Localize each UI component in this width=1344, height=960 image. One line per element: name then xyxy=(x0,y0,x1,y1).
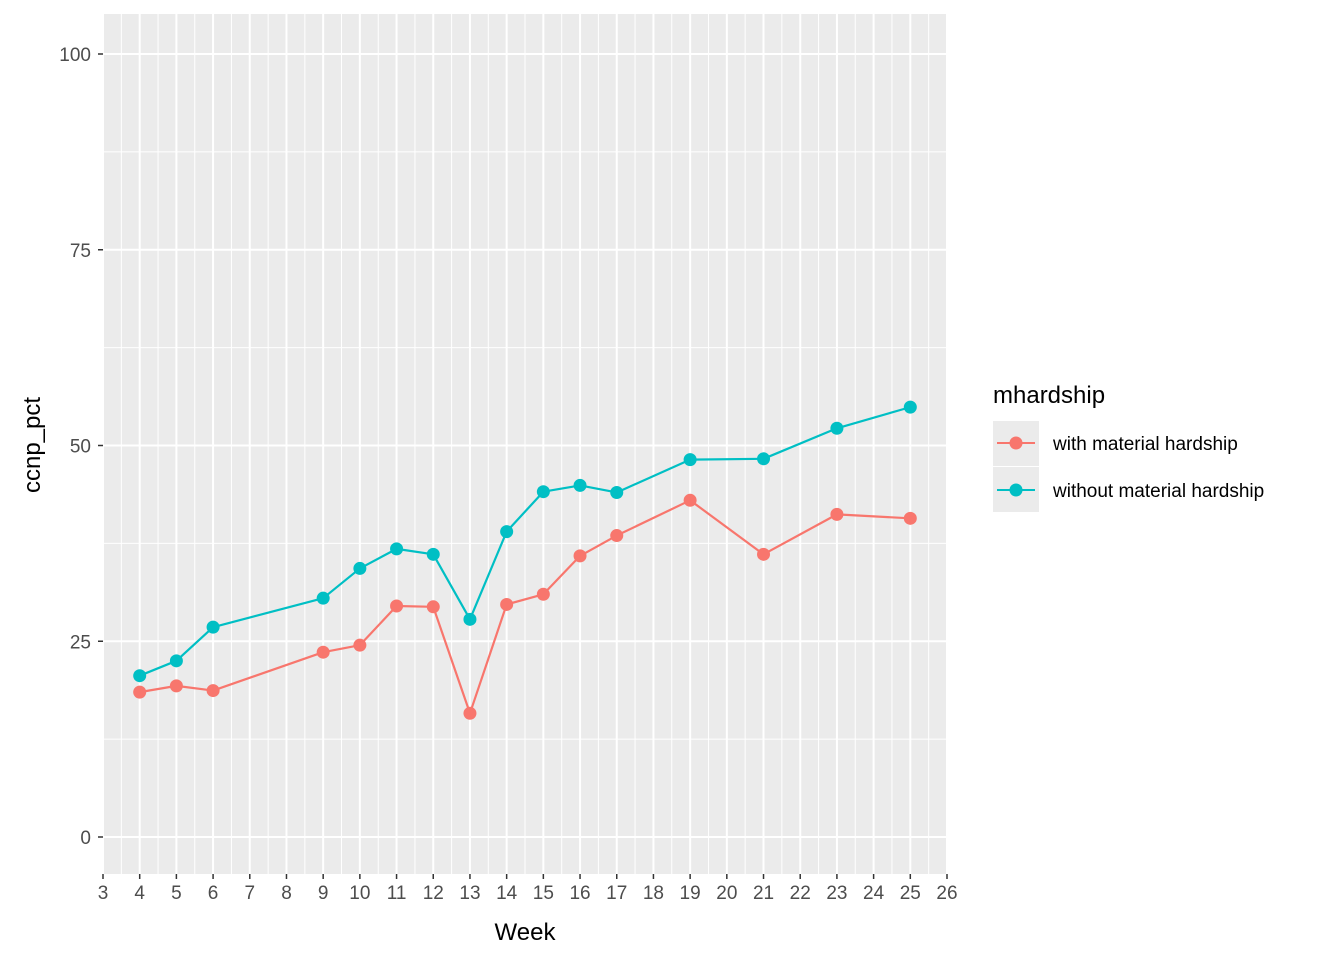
data-point-without-material-hardship xyxy=(316,591,330,605)
data-point-with-material-hardship xyxy=(573,549,587,563)
y-axis-title: ccnp_pct xyxy=(19,397,46,493)
data-point-without-material-hardship xyxy=(500,525,514,539)
data-point-with-material-hardship xyxy=(316,645,330,659)
data-point-without-material-hardship xyxy=(463,612,477,626)
x-tick-label: 3 xyxy=(98,883,109,904)
data-point-with-material-hardship xyxy=(903,511,917,525)
x-tick-label: 25 xyxy=(900,883,921,904)
x-tick-label: 17 xyxy=(606,883,627,904)
data-point-with-material-hardship xyxy=(169,679,183,693)
x-tick-label: 4 xyxy=(134,883,145,904)
data-point-with-material-hardship xyxy=(463,706,477,720)
x-tick-label: 18 xyxy=(643,883,664,904)
data-point-without-material-hardship xyxy=(830,421,844,435)
x-tick-label: 16 xyxy=(569,883,590,904)
major-gridlines-y xyxy=(103,53,948,838)
data-point-without-material-hardship xyxy=(536,485,550,499)
legend-key-point-with-material-hardship xyxy=(1009,436,1023,450)
major-gridlines-x xyxy=(102,14,948,874)
data-point-without-material-hardship xyxy=(169,654,183,668)
series-points xyxy=(133,400,917,720)
y-tick-label: 50 xyxy=(70,437,91,458)
x-tick-label: 21 xyxy=(753,883,774,904)
data-point-without-material-hardship xyxy=(610,485,624,499)
series-line-with-material-hardship xyxy=(139,499,911,715)
data-point-without-material-hardship xyxy=(903,400,917,414)
data-point-with-material-hardship xyxy=(426,600,440,614)
x-tick-label: 13 xyxy=(459,883,480,904)
data-point-without-material-hardship xyxy=(206,620,220,634)
data-point-with-material-hardship xyxy=(390,599,404,613)
x-tick-label: 22 xyxy=(790,883,811,904)
y-tick-label: 25 xyxy=(70,632,91,653)
x-tick-label: 11 xyxy=(387,883,407,904)
legend-label-with-material-hardship: with material hardship xyxy=(1052,434,1238,455)
x-tick-label: 9 xyxy=(318,883,329,904)
minor-gridlines-y xyxy=(103,151,948,740)
x-tick-label: 20 xyxy=(716,883,737,904)
data-point-with-material-hardship xyxy=(610,529,624,543)
data-point-without-material-hardship xyxy=(426,547,440,561)
data-point-without-material-hardship xyxy=(133,669,147,683)
data-point-with-material-hardship xyxy=(353,638,367,652)
x-axis: 3 4 5 6 7 8 9 10 11 12 13 14 15 16 17 18 19 20 21 22 23 24 25 2… xyxy=(98,874,958,904)
legend-title: mhardship xyxy=(993,382,1105,409)
x-tick-label: 15 xyxy=(533,883,554,904)
data-point-with-material-hardship xyxy=(133,685,147,699)
x-tick-label: 14 xyxy=(496,883,518,904)
legend-label-without-material-hardship: without material hardship xyxy=(1052,481,1264,502)
data-point-with-material-hardship xyxy=(683,493,697,507)
x-tick-label: 24 xyxy=(863,883,885,904)
y-tick-label: 75 xyxy=(70,241,91,262)
x-tick-label: 10 xyxy=(349,883,370,904)
y-tick-label: 100 xyxy=(59,45,91,66)
x-tick-label: 6 xyxy=(208,883,219,904)
data-point-without-material-hardship xyxy=(757,452,771,466)
data-point-with-material-hardship xyxy=(830,507,844,521)
series-lines xyxy=(139,406,911,715)
data-point-without-material-hardship xyxy=(390,542,404,556)
series-line-without-material-hardship xyxy=(139,406,911,677)
legend: mhardship with material hardship without… xyxy=(993,382,1264,512)
data-point-without-material-hardship xyxy=(573,478,587,492)
x-tick-label: 7 xyxy=(244,883,255,904)
x-tick-label: 12 xyxy=(423,883,444,904)
x-axis-title: Week xyxy=(495,919,557,946)
legend-key-point-without-material-hardship xyxy=(1009,483,1023,497)
minor-gridlines-x xyxy=(120,14,930,874)
x-tick-label: 26 xyxy=(936,883,957,904)
data-point-without-material-hardship xyxy=(683,453,697,467)
x-tick-label: 8 xyxy=(281,883,292,904)
data-point-with-material-hardship xyxy=(500,597,514,611)
y-axis: 0 25 50 75 100 xyxy=(59,45,103,849)
x-tick-label: 23 xyxy=(826,883,847,904)
x-tick-label: 19 xyxy=(680,883,701,904)
y-tick-label: 0 xyxy=(80,828,91,849)
data-point-with-material-hardship xyxy=(536,587,550,601)
x-tick-label: 5 xyxy=(171,883,182,904)
data-point-with-material-hardship xyxy=(206,684,220,698)
data-point-with-material-hardship xyxy=(757,547,771,561)
data-point-without-material-hardship xyxy=(353,561,367,575)
